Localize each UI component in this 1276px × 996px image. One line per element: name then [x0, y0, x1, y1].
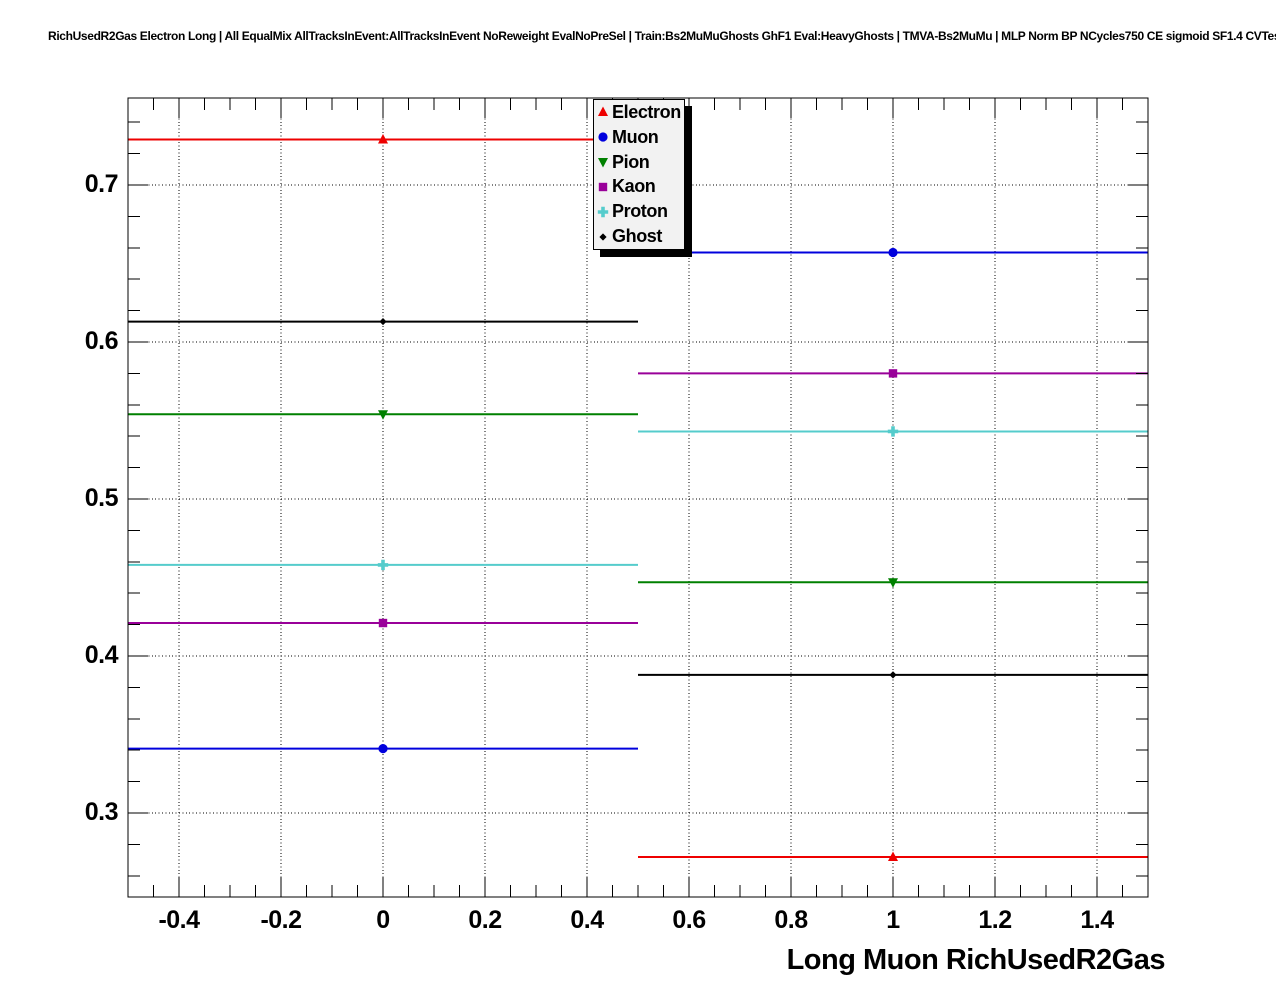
- legend-label: Proton: [612, 201, 668, 222]
- marker-triangle-up: [378, 133, 388, 144]
- kaon-marker-icon: [598, 182, 608, 192]
- x-tick-label: 1.4: [1080, 906, 1114, 934]
- muon-marker-icon: [598, 132, 608, 142]
- x-tick-label: 0.4: [570, 906, 604, 934]
- marker-circle: [888, 247, 898, 258]
- marker-diamond-small: [889, 671, 897, 679]
- y-tick-label: 0.5: [84, 483, 119, 512]
- y-tick-label: 0.3: [84, 798, 119, 826]
- legend-label: Ghost: [612, 226, 662, 247]
- marker-circle: [378, 744, 388, 754]
- x-tick-label: 0.6: [672, 906, 706, 934]
- marker-triangle-down: [378, 410, 388, 420]
- x-tick-label: -0.2: [260, 906, 302, 934]
- marker-square: [888, 369, 898, 378]
- marker-diamond-small: [599, 232, 607, 241]
- x-tick-label: 1: [886, 906, 900, 934]
- x-tick-label: 1.2: [978, 906, 1012, 934]
- legend-label: Electron: [612, 101, 681, 122]
- marker-triangle-up: [888, 851, 898, 861]
- y-tick-label: 0.6: [84, 326, 119, 355]
- x-tick-label: 0.8: [774, 906, 808, 934]
- marker-diamond-small: [379, 317, 387, 326]
- y-tick-label: 0.4: [84, 640, 119, 669]
- legend-item-proton: Proton: [594, 199, 684, 224]
- legend-item-electron: Electron: [594, 100, 684, 125]
- marker-triangle-down: [888, 578, 898, 588]
- marker-plus: [887, 426, 899, 437]
- ghost-marker-icon: [599, 232, 607, 241]
- marker-plus: [377, 559, 389, 571]
- pion-marker-icon: [598, 158, 608, 168]
- marker-triangle-up: [598, 106, 608, 117]
- legend-item-ghost: Ghost: [594, 224, 684, 249]
- marker-square: [378, 618, 388, 628]
- marker-square: [598, 182, 608, 192]
- marker-circle: [598, 132, 608, 142]
- x-tick-label: 0: [376, 906, 390, 934]
- electron-marker-icon: [598, 106, 608, 117]
- y-tick-label: 0.7: [84, 169, 119, 198]
- proton-marker-icon: [597, 206, 609, 217]
- legend-item-muon: Muon: [594, 125, 684, 150]
- plot-title: RichUsedR2Gas Electron Long | All EqualM…: [48, 29, 1276, 43]
- marker-triangle-down: [598, 158, 608, 168]
- plot-frame: [127, 97, 1149, 898]
- legend-item-pion: Pion: [594, 150, 684, 175]
- legend-label: Muon: [612, 126, 659, 147]
- x-tick-label: -0.4: [158, 906, 200, 934]
- marker-plus: [597, 206, 609, 217]
- legend-label: Pion: [612, 151, 650, 172]
- x-tick-label: 0.2: [468, 906, 502, 934]
- legend: Electron Muon Pion Kaon Proton Ghost: [593, 99, 685, 250]
- x-axis-title: Long Muon RichUsedR2Gas: [786, 944, 1166, 976]
- legend-label: Kaon: [612, 176, 656, 197]
- legend-item-kaon: Kaon: [594, 174, 684, 199]
